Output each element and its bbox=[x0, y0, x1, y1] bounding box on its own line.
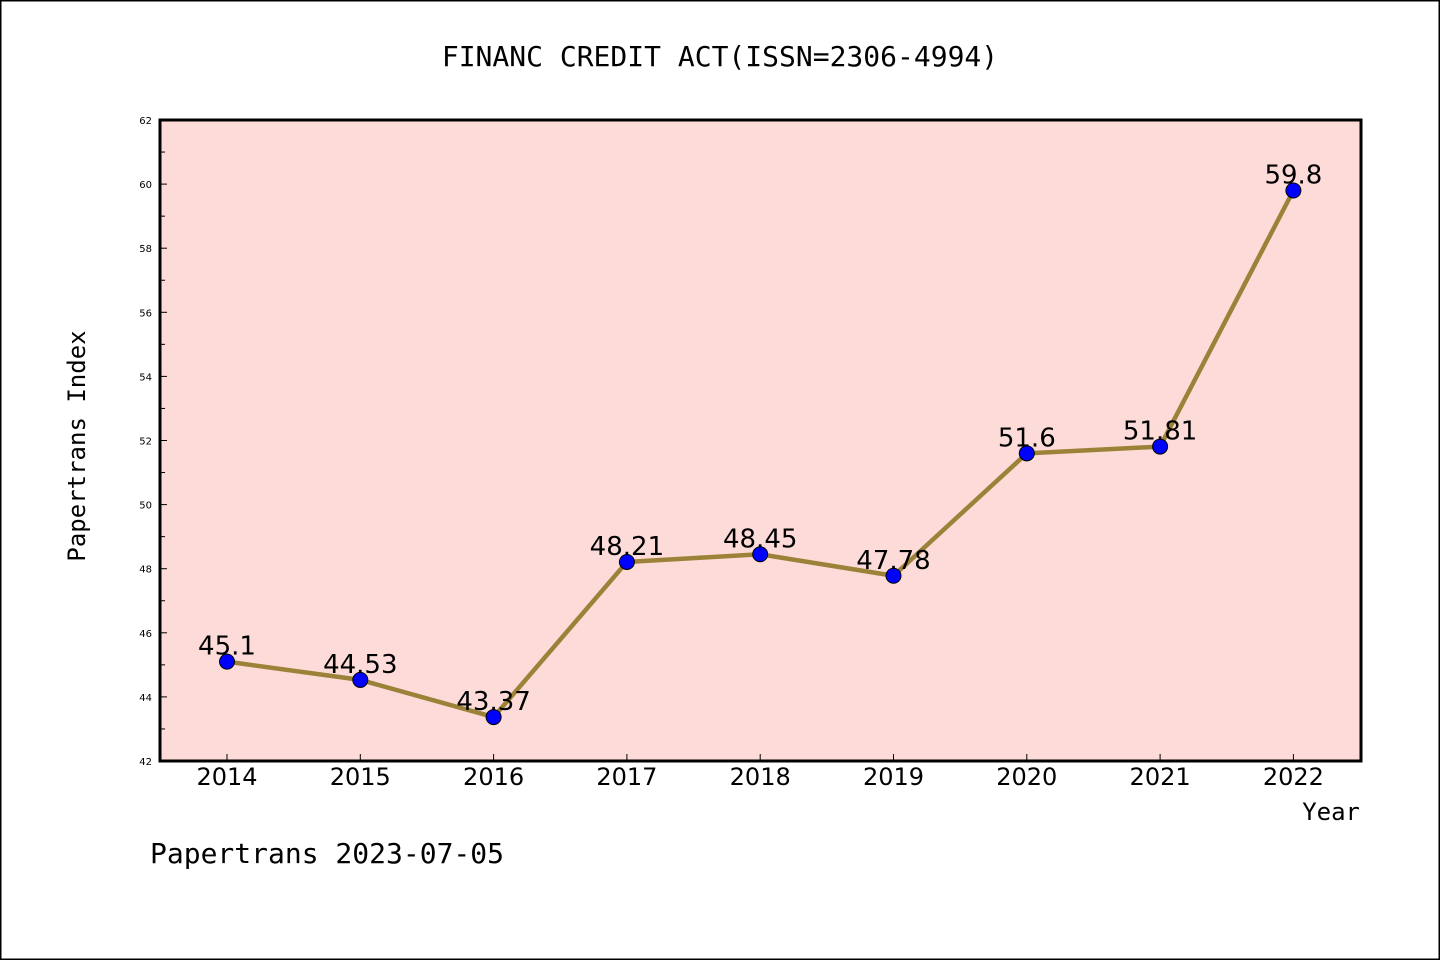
y-axis: 42 44 46 48 50 52 54 56 58 60 62 bbox=[139, 116, 167, 768]
data-point bbox=[885, 567, 902, 584]
x-tick-label: 2019 bbox=[863, 763, 924, 791]
x-tick-label: 2022 bbox=[1263, 763, 1324, 791]
y-tick-label: 60 bbox=[139, 180, 152, 191]
data-label: 48.45 bbox=[723, 524, 797, 554]
data-label: 45.1 bbox=[198, 632, 256, 662]
x-tick-label: 2021 bbox=[1130, 763, 1191, 791]
data-point bbox=[219, 653, 235, 670]
x-tick-label: 2020 bbox=[996, 763, 1057, 791]
data-point bbox=[1018, 445, 1035, 462]
y-tick-label: 56 bbox=[139, 308, 152, 319]
data-label: 43.37 bbox=[456, 687, 530, 717]
footer-text: Papertrans 2023-07-05 bbox=[150, 837, 504, 870]
data-label: 59.8 bbox=[1264, 161, 1322, 191]
y-tick-label: 52 bbox=[139, 437, 152, 448]
y-tick-label: 44 bbox=[139, 693, 152, 704]
data-points bbox=[219, 182, 1302, 726]
x-axis-label: Year bbox=[1302, 798, 1360, 826]
data-label: 47.78 bbox=[856, 546, 930, 576]
data-point bbox=[618, 553, 635, 570]
y-axis-label: Papertrans Index bbox=[63, 330, 91, 561]
x-tick-label: 2017 bbox=[596, 763, 657, 791]
x-axis: 2014 2015 2016 2017 2018 2019 2020 2021 2022 bbox=[196, 754, 1324, 791]
x-tick-label: 2018 bbox=[730, 763, 791, 791]
x-tick-label: 2016 bbox=[463, 763, 524, 791]
data-label: 44.53 bbox=[323, 650, 397, 680]
data-label: 51.6 bbox=[998, 423, 1056, 453]
x-tick-label: 2014 bbox=[196, 763, 257, 791]
data-point bbox=[352, 671, 369, 688]
y-tick-label: 54 bbox=[139, 372, 152, 383]
y-tick-label: 58 bbox=[139, 244, 152, 255]
y-tick-label: 50 bbox=[139, 501, 152, 512]
y-tick-label: 62 bbox=[139, 116, 152, 127]
data-point bbox=[1285, 182, 1302, 199]
y-tick-label: 48 bbox=[139, 565, 152, 576]
data-point bbox=[752, 546, 769, 563]
data-labels: 45.1 44.53 43.37 48.21 48.45 47.78 51.6 51.81 59… bbox=[198, 161, 1322, 718]
x-tick-label: 2015 bbox=[330, 763, 391, 791]
y-tick-label: 42 bbox=[139, 757, 152, 768]
chart-title: FINANC CREDIT ACT(ISSN=2306-4994) bbox=[442, 40, 998, 73]
data-point bbox=[1152, 438, 1169, 455]
data-label: 51.81 bbox=[1123, 417, 1197, 447]
data-point bbox=[485, 709, 502, 726]
data-label: 48.21 bbox=[590, 532, 664, 562]
y-tick-label: 46 bbox=[139, 629, 152, 640]
